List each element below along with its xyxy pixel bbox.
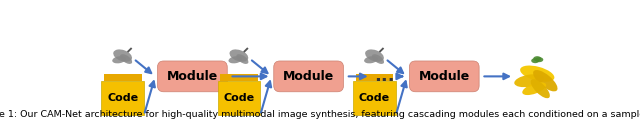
FancyBboxPatch shape [218, 81, 260, 115]
Ellipse shape [230, 49, 248, 62]
FancyBboxPatch shape [157, 61, 227, 92]
Ellipse shape [112, 56, 126, 63]
FancyBboxPatch shape [101, 81, 144, 115]
Ellipse shape [531, 58, 540, 63]
Ellipse shape [531, 79, 550, 98]
Ellipse shape [236, 54, 248, 64]
Text: Module: Module [167, 70, 218, 83]
Ellipse shape [120, 54, 132, 64]
Ellipse shape [533, 56, 541, 61]
Ellipse shape [520, 66, 554, 82]
Ellipse shape [515, 74, 544, 87]
Ellipse shape [365, 49, 384, 62]
FancyBboxPatch shape [410, 61, 479, 92]
Text: Figure 1: Our CAM-Net architecture for high-quality multimodal image synthesis, : Figure 1: Our CAM-Net architecture for h… [0, 110, 640, 119]
Text: Code: Code [359, 93, 390, 103]
Ellipse shape [113, 49, 132, 62]
FancyBboxPatch shape [220, 74, 258, 81]
Ellipse shape [364, 56, 378, 63]
Text: Module: Module [419, 70, 470, 83]
Text: ...: ... [374, 67, 395, 85]
Text: Module: Module [283, 70, 334, 83]
Text: Code: Code [223, 93, 255, 103]
FancyBboxPatch shape [353, 81, 396, 115]
Ellipse shape [535, 57, 543, 62]
Ellipse shape [533, 70, 557, 91]
Ellipse shape [372, 54, 384, 64]
FancyBboxPatch shape [355, 74, 394, 81]
FancyBboxPatch shape [274, 61, 344, 92]
Ellipse shape [522, 82, 546, 95]
Text: Code: Code [107, 93, 138, 103]
Ellipse shape [228, 56, 243, 63]
FancyBboxPatch shape [104, 74, 141, 81]
